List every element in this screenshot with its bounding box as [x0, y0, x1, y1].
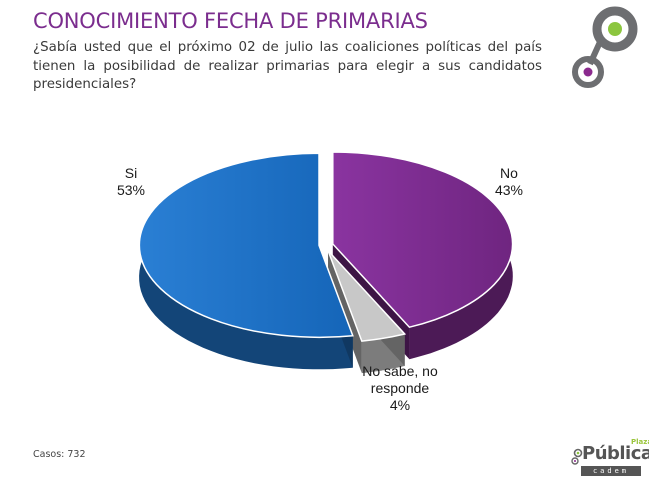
label-ns-value: 4%	[389, 397, 411, 413]
label-si-value: 53%	[116, 182, 146, 198]
sample-size: Casos: 732	[33, 449, 86, 460]
label-si-name: Si	[124, 165, 138, 181]
label-no: No 43%	[474, 165, 544, 199]
label-no-name: No	[500, 165, 518, 181]
slice-no	[332, 151, 514, 329]
label-si: Si 53%	[96, 165, 166, 199]
label-ns-name-2: responde	[370, 380, 430, 396]
label-ns-name-1: No sabe, no	[362, 363, 438, 379]
label-ns: No sabe, no responde 4%	[345, 363, 455, 414]
slice-edge-no-sabe-no-responde-1	[328, 250, 362, 374]
brand-rings-icon	[571, 448, 583, 465]
page-title: CONOCIMIENTO FECHA DE PRIMARIAS	[33, 9, 428, 33]
plaza-publica-logo: Plaza Pública cadem	[569, 438, 649, 478]
brand-main-text: Pública	[582, 443, 649, 464]
cadem-rings-logo	[572, 6, 638, 88]
label-no-value: 43%	[494, 182, 524, 198]
brand-sub-text: cadem	[581, 466, 641, 476]
slice-no-sabe-no-responde	[327, 250, 407, 342]
survey-question: ¿Sabía usted que el próximo 02 de julio …	[33, 40, 542, 92]
brand-top-text: Plaza	[631, 438, 649, 446]
slice-si	[138, 152, 354, 339]
